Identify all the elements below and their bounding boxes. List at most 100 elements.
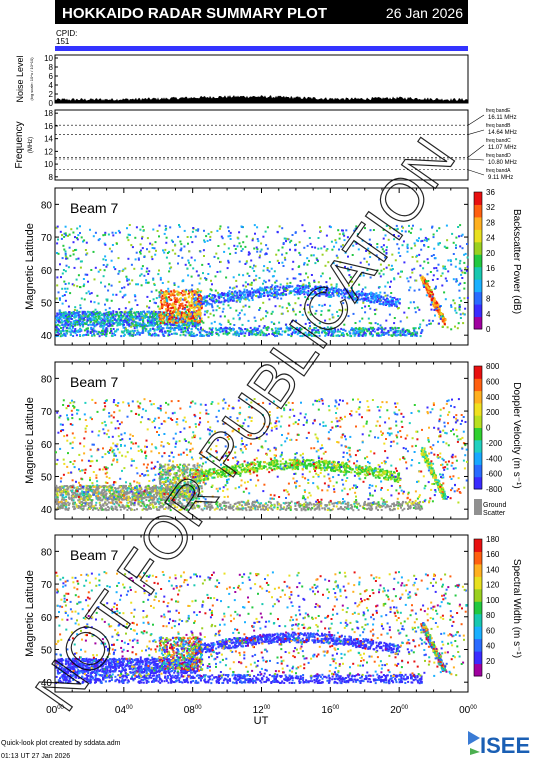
x-tick-label: 0000 bbox=[46, 705, 64, 716]
colorbar-swatch bbox=[474, 638, 482, 652]
freq-tick-label: 14 bbox=[44, 135, 53, 144]
noise-tick-label: 10 bbox=[44, 54, 53, 63]
colorbar-swatch bbox=[474, 476, 482, 490]
colorbar-swatch bbox=[474, 588, 482, 602]
freq-ylabel: Frequency bbox=[14, 121, 25, 168]
noise-panel: Noise Level (log scale: 10^x / 10^10) 10… bbox=[15, 54, 469, 108]
x-tick-label: 1600 bbox=[321, 705, 339, 716]
freq-tick-label: 10 bbox=[44, 160, 53, 169]
colorbar-swatch bbox=[474, 439, 482, 453]
colorbar-swatch bbox=[474, 452, 482, 465]
colorbar-swatch bbox=[474, 427, 482, 441]
colorbar-tick-label: 200 bbox=[486, 408, 500, 417]
freq-tick-label: 8 bbox=[49, 173, 54, 182]
noise-tick-label: 6 bbox=[49, 72, 54, 81]
colorbar-swatch bbox=[474, 229, 482, 243]
x-tick-label: 0000 bbox=[459, 705, 477, 716]
colorbar-swatch bbox=[474, 563, 482, 577]
noise-ylabel-sub: (log scale: 10^x / 10^10) bbox=[29, 57, 34, 101]
lat-tick-label: 50 bbox=[41, 645, 53, 656]
lat-tick-label: 60 bbox=[41, 613, 53, 624]
colorbar-tick-label: 800 bbox=[486, 362, 500, 371]
lat-tick-label: 70 bbox=[41, 580, 53, 591]
lat-tick-label: 80 bbox=[41, 374, 53, 385]
freq-tick-label: 12 bbox=[44, 147, 53, 156]
lat-axis-label: Magnetic Latitude bbox=[24, 397, 36, 484]
colorbar-tick-label: 4 bbox=[486, 310, 491, 319]
colorbar-swatch bbox=[474, 390, 482, 404]
x-tick-label: 0800 bbox=[184, 705, 202, 716]
freq-band-name: freq bandB bbox=[486, 123, 511, 129]
beam-label: Beam 7 bbox=[70, 547, 118, 563]
lat-tick-label: 40 bbox=[41, 505, 53, 516]
colorbar-swatch bbox=[474, 663, 482, 677]
colorbar-tick-label: 20 bbox=[486, 249, 495, 258]
noise-tick-label: 2 bbox=[49, 90, 54, 99]
lat-tick-label: 40 bbox=[41, 331, 53, 342]
lat-axis-label: Magnetic Latitude bbox=[24, 570, 36, 657]
colorbar-swatch bbox=[474, 291, 482, 305]
colorbar-swatch bbox=[474, 464, 482, 478]
colorbar-swatch bbox=[474, 651, 482, 665]
freq-band-name: freq bandA bbox=[486, 168, 511, 174]
lat-tick-label: 70 bbox=[41, 233, 53, 244]
colorbar-tick-label: 60 bbox=[486, 626, 495, 635]
colorbar-tick-label: 0 bbox=[486, 424, 491, 433]
colorbar-label: Backscatter Power (dB) bbox=[511, 209, 522, 314]
colorbar-tick-label: 40 bbox=[486, 642, 495, 651]
noise-trace bbox=[55, 95, 468, 103]
colorbar-swatch bbox=[474, 613, 482, 627]
colorbar-tick-label: -200 bbox=[486, 439, 503, 448]
lat-tick-label: 70 bbox=[41, 407, 53, 418]
isee-logo-text: ISEE bbox=[480, 733, 530, 758]
colorbar-swatch bbox=[474, 551, 482, 565]
freq-unit: (MHz) bbox=[28, 137, 34, 153]
width-panel: 80 70 60 50 40 Beam 7 Magnetic Latitude 180 160 1… bbox=[24, 534, 522, 693]
frequency-panel: Frequency (MHz) 18 16 14 12 10 8 freq bandE16… bbox=[14, 108, 517, 182]
title-bar bbox=[55, 0, 468, 24]
ground-scatter-label: Scatter bbox=[483, 510, 506, 517]
lat-axis-label: Magnetic Latitude bbox=[24, 223, 36, 310]
freq-band-value: 11.07 MHz bbox=[488, 145, 517, 151]
freq-band-name: freq bandE bbox=[486, 108, 511, 114]
colorbar-swatch bbox=[474, 279, 482, 293]
colorbar-tick-label: 400 bbox=[486, 393, 500, 402]
colorbar-tick-label: 24 bbox=[486, 234, 495, 243]
colorbar-tick-label: 32 bbox=[486, 203, 495, 212]
colorbar-label: Spectral Width (m s⁻¹) bbox=[511, 559, 522, 658]
colorbar-swatch bbox=[474, 626, 482, 640]
colorbar-swatch bbox=[474, 192, 482, 205]
colorbar-swatch bbox=[474, 378, 482, 392]
ground-scatter-label: Ground bbox=[483, 502, 506, 509]
colorbar-tick-label: -800 bbox=[486, 485, 503, 494]
colorbar-swatch bbox=[474, 539, 482, 552]
freq-band-value: 14.64 MHz bbox=[488, 130, 517, 136]
x-tick-label: 1200 bbox=[253, 705, 271, 716]
freq-band-value: 16.11 MHz bbox=[488, 115, 517, 121]
noise-tick-label: 0 bbox=[49, 99, 54, 108]
lat-tick-label: 50 bbox=[41, 472, 53, 483]
colorbar-swatch bbox=[474, 266, 482, 280]
lat-tick-label: 40 bbox=[41, 678, 53, 689]
footer-credit: Quick-look plot created by sddata.adm bbox=[1, 740, 121, 747]
cpid-bar bbox=[55, 46, 468, 51]
colorbar-swatch bbox=[474, 576, 482, 590]
colorbar-swatch bbox=[474, 601, 482, 615]
beam-label: Beam 7 bbox=[70, 374, 118, 390]
x-axis-label: UT bbox=[254, 715, 269, 727]
colorbar-tick-label: 8 bbox=[486, 295, 491, 304]
colorbar-tick-label: 20 bbox=[486, 657, 495, 666]
cpid-label: CPID: bbox=[56, 29, 77, 38]
colorbar-tick-label: -600 bbox=[486, 470, 503, 479]
colorbar-tick-label: 600 bbox=[486, 377, 500, 386]
noise-tick-label: 4 bbox=[49, 81, 54, 90]
velocity-panel: 80 70 60 50 40 Beam 7 Magnetic Latitude 800 600 4… bbox=[24, 361, 522, 520]
colorbar-tick-label: 160 bbox=[486, 550, 500, 559]
colorbar-swatch bbox=[474, 316, 482, 330]
colorbar-tick-label: 36 bbox=[486, 188, 495, 197]
lat-tick-label: 60 bbox=[41, 266, 53, 277]
colorbar-tick-label: -400 bbox=[486, 454, 503, 463]
plot-title: HOKKAIDO RADAR SUMMARY PLOT bbox=[62, 5, 327, 22]
